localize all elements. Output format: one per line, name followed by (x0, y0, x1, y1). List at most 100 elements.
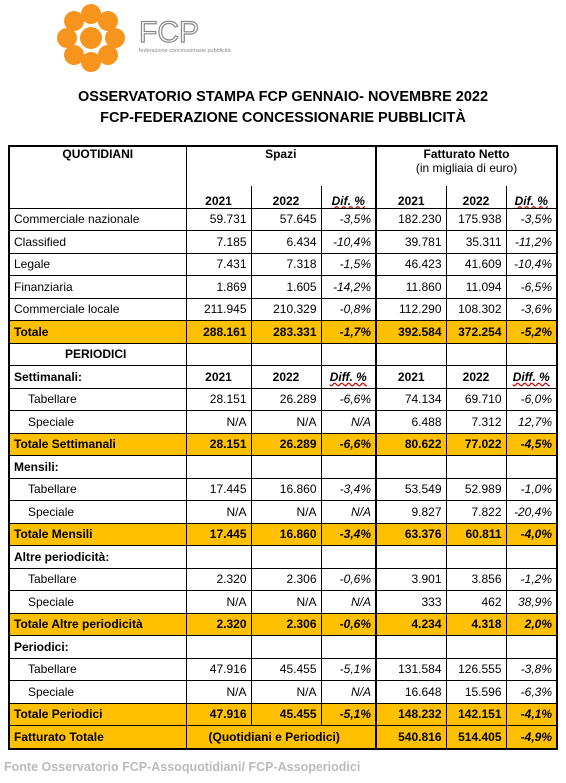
table-row: Totale Mensili 17.445 16.860 -3,4% 63.376 60.… (8, 522, 558, 546)
table-cell (250, 455, 322, 479)
table-cell: N/A (320, 680, 377, 704)
table-row: Settimanali: 2021 2022 Diff. % 2021 2022 Diff.… (8, 365, 558, 389)
table-cell: -1,5% (320, 252, 377, 276)
table-cell (505, 342, 558, 366)
table-cell (375, 455, 447, 479)
table-row: Tabellare 28.151 26.289 -6,6% 74.134 69.710 -6… (8, 387, 558, 411)
table-cell (320, 545, 377, 569)
column-label: 2021 (205, 193, 232, 208)
table-cell: 77.022 (445, 432, 507, 456)
table-row: Fatturato Totale (Quotidiani e Periodici)… (8, 725, 558, 749)
table-cell: 46.423 (375, 252, 447, 276)
table-cell: 2.306 (250, 612, 322, 636)
table-row: Speciale N/A N/A N/A 6.488 7.312 12,7% (8, 410, 558, 434)
table-cell: Altre periodicità: (8, 545, 187, 569)
table-cell: 142.151 (445, 702, 507, 726)
column-label: 2022 (462, 193, 490, 208)
table-row: Speciale N/A N/A N/A 9.827 7.822 -20,4% (8, 500, 558, 524)
logo-dot (105, 28, 125, 48)
table-cell: 11.094 (445, 275, 507, 299)
table-cell: Diff. % (505, 365, 558, 389)
table-cell: 28.151 (185, 432, 252, 456)
table-cell: 2021 (375, 186, 447, 209)
table-cell: 17.445 (185, 477, 252, 501)
table-cell: 2021 (185, 186, 252, 209)
table-cell: Totale (8, 320, 187, 344)
table-cell: -6,5% (505, 275, 558, 299)
logo-dot (81, 4, 101, 24)
table-cell: 2022 (250, 365, 322, 389)
table-cell: N/A (185, 500, 252, 524)
table-cell: 540.816 (375, 725, 447, 749)
table-cell: 7.312 (445, 410, 507, 434)
table-cell (320, 342, 377, 366)
table-row: Classified 7.185 6.434 -10,4% 39.781 35.311 -1… (8, 230, 558, 254)
table-cell: -3,5% (320, 207, 377, 231)
table-cell: 2,0% (505, 612, 558, 636)
data-table: QUOTIDIANI Spazi Fatturato Netto (in migl… (8, 145, 559, 750)
table-cell (250, 342, 322, 366)
table-cell (445, 635, 507, 659)
table-cell: 28.151 (185, 387, 252, 411)
table-cell: 6.434 (250, 230, 322, 254)
table-cell: Tabellare (8, 657, 187, 681)
table-row: Altre periodicità: (8, 545, 558, 569)
table-cell: 45.455 (250, 702, 322, 726)
table-cell: -6,3% (505, 680, 558, 704)
table-cell: 17.445 (185, 522, 252, 546)
table-row: Speciale N/A N/A N/A 16.648 15.596 -6,3% (8, 680, 558, 704)
table-cell: 2.320 (185, 612, 252, 636)
table-cell: Commerciale nazionale (8, 207, 187, 231)
table-cell: 45.455 (250, 657, 322, 681)
table-cell: 2022 (445, 365, 507, 389)
table-cell: N/A (185, 410, 252, 434)
table-cell: -1,7% (320, 320, 377, 344)
table-cell: N/A (250, 410, 322, 434)
logo: FCP federazione concessionarie pubblicit… (57, 4, 232, 72)
table-cell: 211.945 (185, 297, 252, 321)
table-row: Legale 7.431 7.318 -1,5% 46.423 41.609 -10,4% (8, 252, 558, 276)
table-cell: 41.609 (445, 252, 507, 276)
table-cell: 47.916 (185, 702, 252, 726)
table-cell: -5,1% (320, 702, 377, 726)
table-cell (320, 635, 377, 659)
table-cell: Periodici: (8, 635, 187, 659)
table-cell: 69.710 (445, 387, 507, 411)
table-cell: 80.622 (375, 432, 447, 456)
table-cell: Totale Mensili (8, 522, 187, 546)
table-row: Speciale N/A N/A N/A 333 462 38,9% (8, 590, 558, 614)
column-label: 2022 (272, 193, 300, 208)
table-cell: -14,2% (320, 275, 377, 299)
column-label: 2021 (397, 193, 425, 208)
table-cell: 1.605 (250, 275, 322, 299)
table-cell: N/A (250, 680, 322, 704)
table-cell: 6.488 (375, 410, 447, 434)
table-cell: 59.731 (185, 207, 252, 231)
table-cell (320, 455, 377, 479)
table-cell (445, 455, 507, 479)
table-cell: 7.318 (250, 252, 322, 276)
logo-dot (64, 44, 85, 65)
table-cell: Diff. % (320, 365, 377, 389)
header-note: (in migliaia di euro) (415, 161, 518, 175)
header-cell: Fatturato Netto (in migliaia di euro) (375, 145, 558, 186)
table-cell: -0,8% (320, 297, 377, 321)
title-line: OSSERVATORIO STAMPA FCP GENNAIO- NOVEMBR… (77, 89, 489, 105)
table-row: PERIODICI (8, 342, 558, 366)
table-cell: 57.645 (250, 207, 322, 231)
table-cell (375, 635, 447, 659)
table-cell: 12,7% (505, 410, 558, 434)
table-cell: Speciale (8, 500, 187, 524)
table-cell: 74.134 (375, 387, 447, 411)
table-cell: Settimanali: (8, 365, 187, 389)
table-row: Commerciale locale 211.945 210.329 -0,8% 112… (8, 297, 558, 321)
table-cell: -4,0% (505, 522, 558, 546)
table-cell: 1.869 (185, 275, 252, 299)
table-cell: -20,4% (505, 500, 558, 524)
table-cell: N/A (320, 410, 377, 434)
table-cell: 26.289 (250, 387, 322, 411)
table-row: Tabellare 17.445 16.860 -3,4% 53.549 52.989 -1… (8, 477, 558, 501)
table-row: Periodici: (8, 635, 558, 659)
table-cell: 182.230 (375, 207, 447, 231)
